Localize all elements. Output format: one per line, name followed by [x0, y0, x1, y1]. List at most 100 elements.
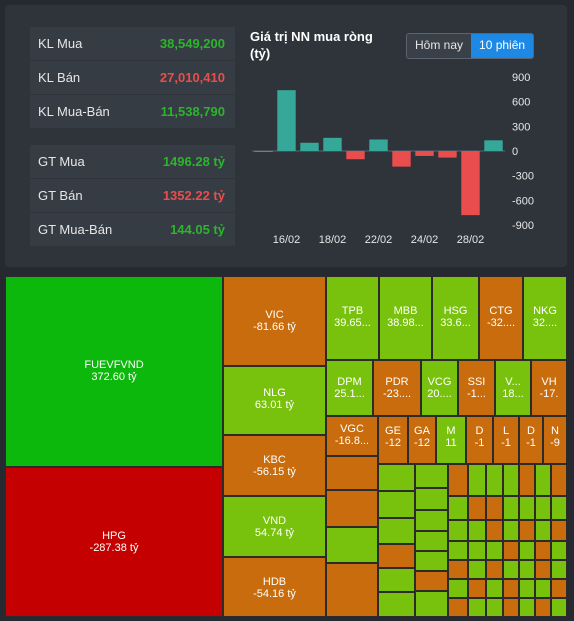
tile-pdr[interactable]: PDR -23....: [373, 360, 421, 416]
tile-small[interactable]: [448, 464, 468, 496]
tile-small[interactable]: [378, 568, 415, 592]
tile-small[interactable]: [415, 591, 448, 617]
tile-small[interactable]: [378, 464, 415, 491]
tile-small[interactable]: [486, 496, 503, 520]
tile-small[interactable]: [503, 496, 519, 520]
bar-24/02[interactable]: [415, 151, 434, 156]
tile-small[interactable]: [535, 560, 551, 579]
tile-small[interactable]: [468, 541, 486, 560]
tile-small[interactable]: [519, 598, 535, 617]
tile-small[interactable]: [326, 456, 378, 490]
tile-small[interactable]: [519, 520, 535, 541]
bar-18/02[interactable]: [323, 137, 342, 151]
tile-small[interactable]: [326, 527, 378, 563]
today-button[interactable]: Hôm nay: [407, 34, 472, 58]
tile-small[interactable]: [415, 510, 448, 531]
tile-small[interactable]: [378, 544, 415, 568]
tile-fuevfvnd[interactable]: FUEVFVND 372.60 tỷ: [5, 276, 223, 467]
bar-15/02[interactable]: [254, 151, 273, 152]
tile-d2[interactable]: D -1: [519, 416, 543, 464]
tile-small[interactable]: [535, 520, 551, 541]
tile-small[interactable]: [503, 464, 519, 496]
tile-small[interactable]: [551, 541, 567, 560]
tile-small[interactable]: [519, 464, 535, 496]
tile-small[interactable]: [468, 496, 486, 520]
tile-ctg[interactable]: CTG -32....: [479, 276, 523, 360]
tile-small[interactable]: [468, 560, 486, 579]
tile-l[interactable]: L -1: [493, 416, 519, 464]
tile-small[interactable]: [519, 579, 535, 598]
tile-tpb[interactable]: TPB 39.65...: [326, 276, 379, 360]
tile-v[interactable]: V... 18...: [495, 360, 531, 416]
tile-nlg[interactable]: NLG 63.01 tỷ: [223, 366, 326, 435]
tile-small[interactable]: [551, 560, 567, 579]
tile-hdb[interactable]: HDB -54.16 tỷ: [223, 557, 326, 617]
tile-small[interactable]: [326, 563, 378, 617]
tile-small[interactable]: [486, 541, 503, 560]
tile-vcg[interactable]: VCG 20....: [421, 360, 458, 416]
tile-small[interactable]: [503, 541, 519, 560]
tile-ga[interactable]: GA -12: [408, 416, 436, 464]
tile-small[interactable]: [519, 496, 535, 520]
tile-small[interactable]: [448, 541, 468, 560]
ten-sessions-button[interactable]: 10 phiên: [471, 34, 534, 58]
tile-small[interactable]: [551, 496, 567, 520]
tile-n[interactable]: N -9: [543, 416, 567, 464]
tile-small[interactable]: [415, 488, 448, 510]
tile-small[interactable]: [448, 496, 468, 520]
tile-hsg[interactable]: HSG 33.6...: [432, 276, 479, 360]
tile-small[interactable]: [415, 551, 448, 571]
tile-small[interactable]: [378, 592, 415, 617]
tile-small[interactable]: [486, 520, 503, 541]
tile-small[interactable]: [551, 579, 567, 598]
tile-hpg[interactable]: HPG -287.38 tỷ: [5, 467, 223, 617]
tile-small[interactable]: [535, 464, 551, 496]
tile-vgc[interactable]: VGC -16.8...: [326, 416, 378, 456]
tile-small[interactable]: [448, 560, 468, 579]
tile-small[interactable]: [535, 496, 551, 520]
tile-nkg[interactable]: NKG 32....: [523, 276, 567, 360]
tile-ge[interactable]: GE -12: [378, 416, 408, 464]
tile-small[interactable]: [535, 598, 551, 617]
tile-small[interactable]: [486, 560, 503, 579]
tile-d1[interactable]: D -1: [466, 416, 493, 464]
tile-small[interactable]: [551, 520, 567, 541]
bar-23/02[interactable]: [392, 151, 411, 167]
tile-small[interactable]: [535, 541, 551, 560]
tile-small[interactable]: [519, 560, 535, 579]
bar-28/02[interactable]: [461, 151, 480, 216]
bar-17/02[interactable]: [300, 142, 319, 151]
tile-small[interactable]: [448, 520, 468, 541]
tile-small[interactable]: [503, 598, 519, 617]
tile-small[interactable]: [468, 598, 486, 617]
bar-16/02[interactable]: [277, 90, 296, 151]
tile-small[interactable]: [503, 520, 519, 541]
tile-ssi[interactable]: SSI -1...: [458, 360, 495, 416]
tile-small[interactable]: [448, 579, 468, 598]
tile-small[interactable]: [468, 579, 486, 598]
tile-vh[interactable]: VH -17.: [531, 360, 567, 416]
tile-dpm[interactable]: DPM 25.1...: [326, 360, 373, 416]
bar-01/03[interactable]: [484, 140, 503, 151]
tile-small[interactable]: [415, 464, 448, 488]
tile-kbc[interactable]: KBC -56.15 tỷ: [223, 435, 326, 496]
tile-small[interactable]: [519, 541, 535, 560]
tile-small[interactable]: [503, 560, 519, 579]
bar-22/02[interactable]: [369, 139, 388, 151]
tile-small[interactable]: [415, 531, 448, 551]
tile-mbb[interactable]: MBB 38.98...: [379, 276, 432, 360]
tile-small[interactable]: [448, 598, 468, 617]
tile-small[interactable]: [468, 464, 486, 496]
tile-vic[interactable]: VIC -81.66 tỷ: [223, 276, 326, 366]
tile-small[interactable]: [486, 464, 503, 496]
bar-25/02[interactable]: [438, 151, 457, 158]
tile-small[interactable]: [551, 464, 567, 496]
tile-small[interactable]: [486, 579, 503, 598]
tile-small[interactable]: [535, 579, 551, 598]
tile-vnd[interactable]: VND 54.74 tỷ: [223, 496, 326, 557]
tile-small[interactable]: [378, 491, 415, 518]
tile-small[interactable]: [551, 598, 567, 617]
tile-small[interactable]: [378, 518, 415, 544]
tile-small[interactable]: [415, 571, 448, 591]
tile-small[interactable]: [468, 520, 486, 541]
